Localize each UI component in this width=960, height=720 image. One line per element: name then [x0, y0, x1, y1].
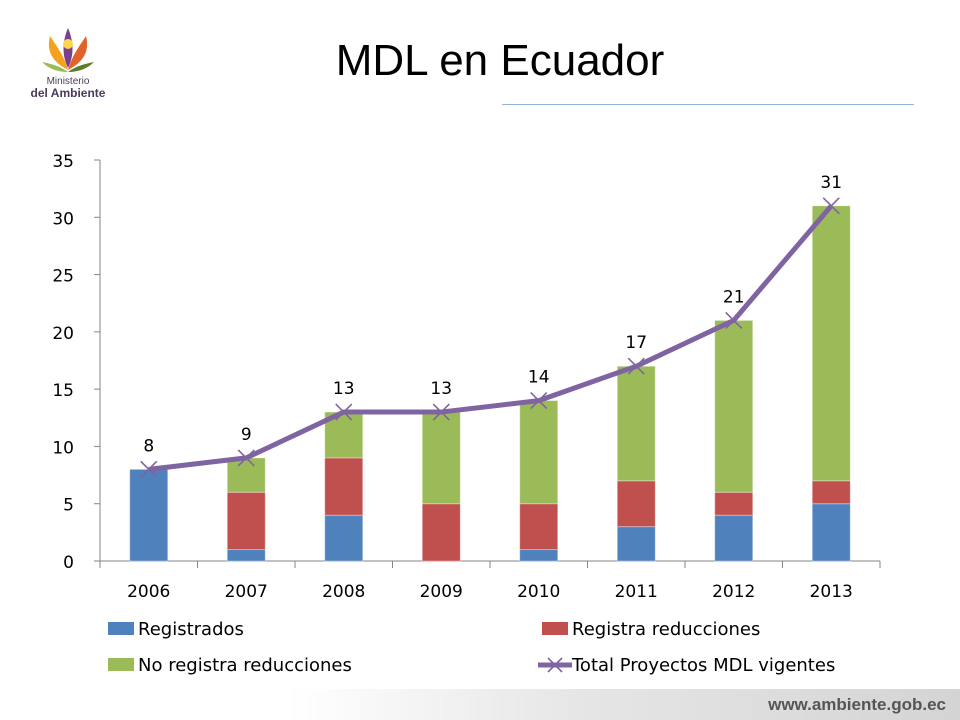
data-labels: 8 9 13 13 14 17 21 31: [143, 173, 842, 457]
data-label: 8: [143, 436, 154, 456]
bar-no-registra-reducciones: [421, 411, 461, 505]
bar-registra-reducciones: [421, 503, 461, 562]
y-tick-label: 20: [52, 324, 74, 344]
y-tick-label: 35: [52, 152, 74, 172]
legend-swatch: [108, 658, 134, 671]
bar-registrados: [226, 549, 266, 562]
title-divider: [502, 104, 914, 105]
legend: Registrados Registra reducciones No regist…: [108, 619, 835, 676]
y-tick-label: 25: [52, 267, 74, 287]
data-label: 31: [820, 173, 842, 193]
total-point-marker: [432, 403, 450, 421]
bar-no-registra-reducciones: [519, 400, 559, 505]
logo-line1: Ministerio: [46, 76, 90, 87]
x-tick-label: 2010: [517, 582, 560, 602]
bar-registrados: [616, 526, 656, 562]
bar-no-registra-reducciones: [616, 365, 656, 482]
footer-url: www.ambiente.gob.ec: [768, 695, 946, 714]
data-label: 13: [430, 379, 452, 399]
bar-no-registra-reducciones: [811, 205, 851, 482]
total-series-line: [148, 204, 834, 472]
y-tick-label: 5: [63, 496, 74, 516]
x-tick-label: 2011: [615, 582, 658, 602]
bar-no-registra-reducciones: [714, 319, 754, 493]
bar-registra-reducciones: [616, 480, 656, 528]
legend-label: Registra reducciones: [572, 619, 760, 640]
legend-label: Registrados: [138, 619, 244, 640]
x-tick-label: 2009: [420, 582, 463, 602]
legend-swatch: [542, 622, 568, 635]
x-tick-label: 2012: [712, 582, 755, 602]
legend-marker: [547, 657, 563, 673]
data-label: 17: [625, 333, 647, 353]
bar-registra-reducciones: [811, 480, 851, 505]
legend-item: No registra reducciones: [108, 655, 352, 676]
total-point-marker: [140, 460, 158, 478]
bar-registrados: [519, 549, 559, 562]
bar-registrados: [811, 503, 851, 562]
bar-registrados: [714, 514, 754, 562]
legend-label: Total Proyectos MDL vigentes: [571, 655, 835, 676]
sun-flower-logo-icon: [42, 28, 94, 72]
x-tick-label: 2006: [127, 582, 170, 602]
bar-registra-reducciones: [714, 491, 754, 516]
bar-no-registra-reducciones: [226, 457, 266, 493]
data-label: 14: [528, 368, 550, 388]
total-point-marker: [627, 357, 645, 375]
stacked-bars: [129, 205, 851, 562]
bar-registra-reducciones: [226, 491, 266, 551]
x-tick-label: 2008: [322, 582, 365, 602]
slide-title: MDL en Ecuador: [335, 36, 665, 85]
ministerio-logo: Ministerio del Ambiente: [28, 22, 108, 110]
data-label: 9: [241, 425, 252, 445]
logo-line2: del Ambiente: [30, 86, 106, 100]
bar-registrados: [129, 468, 169, 562]
y-tick-label: 15: [52, 381, 74, 401]
legend-label: No registra reducciones: [138, 655, 352, 676]
bar-registra-reducciones: [519, 503, 559, 551]
y-tick-label: 0: [63, 553, 74, 573]
legend-item: Registrados: [108, 619, 244, 640]
bar-registra-reducciones: [324, 457, 364, 516]
data-label: 13: [333, 379, 355, 399]
bar-registrados: [324, 514, 364, 562]
footer-bar: www.ambiente.gob.ec: [0, 689, 960, 720]
total-point-marker: [822, 197, 840, 215]
x-tick-label: 2007: [225, 582, 268, 602]
y-tick-label: 10: [52, 438, 74, 458]
x-axis: 2006 2007 2008 2009 2010 2011 2012 2013: [99, 560, 881, 602]
total-point-marker: [530, 392, 548, 410]
legend-item: Registra reducciones: [542, 619, 760, 640]
total-point-marker: [725, 311, 743, 329]
legend-swatch: [108, 622, 134, 635]
data-label: 21: [723, 287, 745, 307]
legend-item: Total Proyectos MDL vigentes: [538, 655, 835, 676]
total-point-marker: [335, 403, 353, 421]
y-tick-label: 30: [52, 209, 74, 229]
y-axis: 0 5 10 15 20 25 30 35: [52, 152, 101, 573]
total-line: [140, 197, 840, 478]
total-point-marker: [237, 449, 255, 467]
x-tick-label: 2013: [810, 582, 853, 602]
